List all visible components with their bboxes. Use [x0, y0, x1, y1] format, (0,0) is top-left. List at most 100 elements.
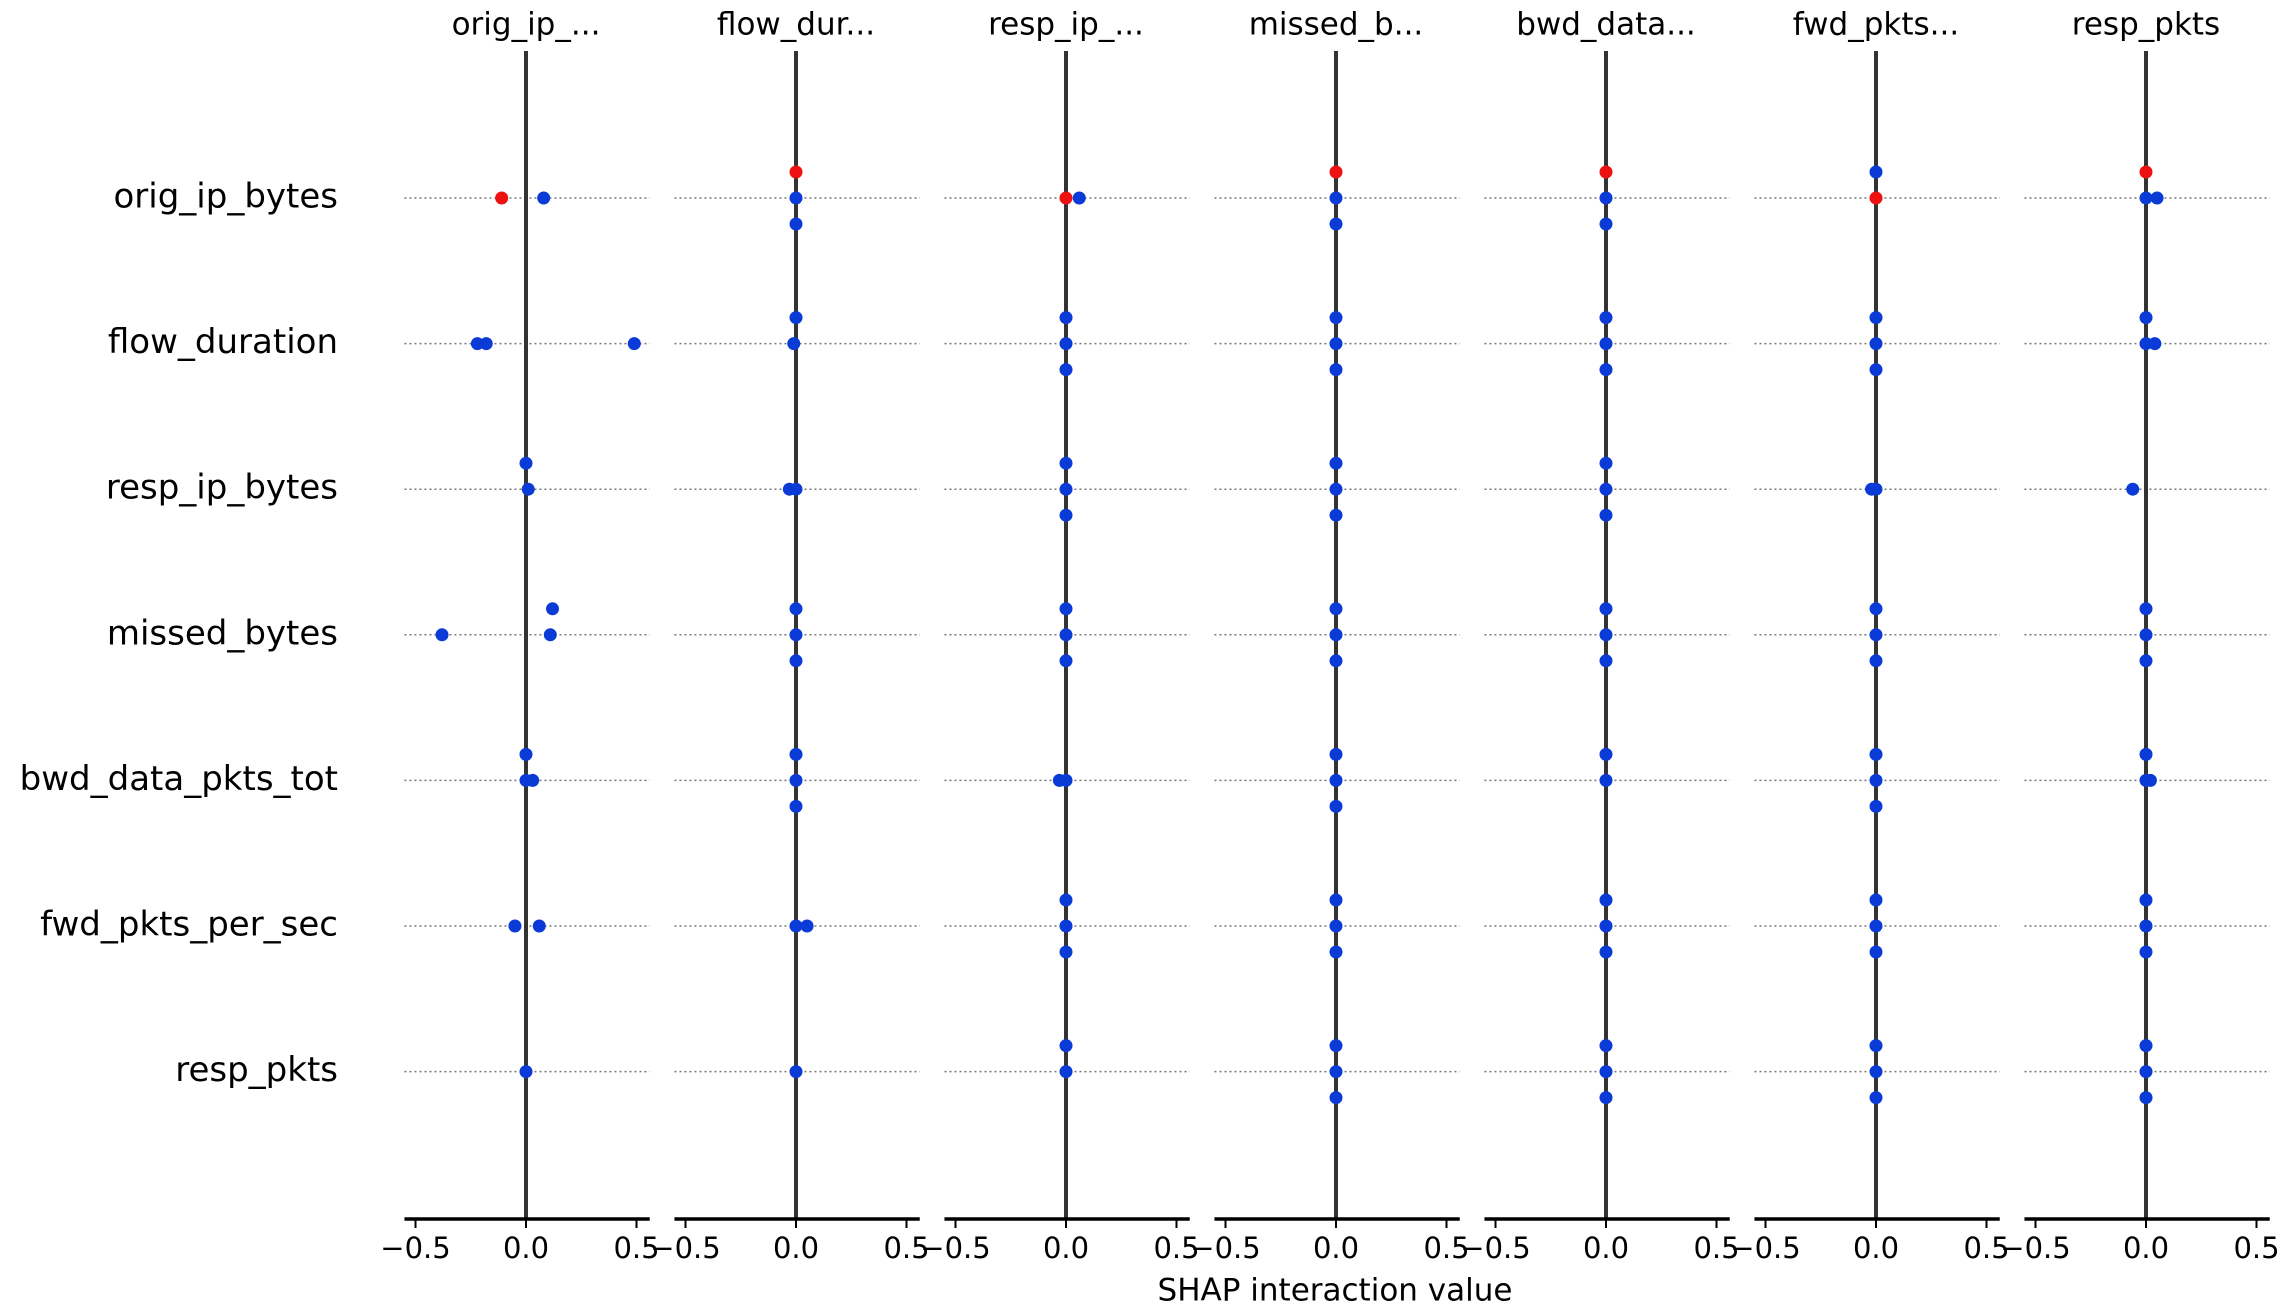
point — [1599, 945, 1613, 959]
x-tick-label: −0.5 — [1730, 1231, 1800, 1265]
point — [1072, 191, 1086, 205]
x-tick-label: −0.5 — [2000, 1231, 2070, 1265]
x-tick-label: −0.5 — [650, 1231, 720, 1265]
panel-title: resp_pkts — [2072, 7, 2220, 43]
x-tick-label: 0.5 — [1153, 1231, 1199, 1265]
point — [789, 191, 803, 205]
x-tick-label: 0.5 — [883, 1231, 929, 1265]
point — [1869, 337, 1883, 351]
point — [1869, 893, 1883, 907]
point — [519, 1065, 533, 1079]
point — [1599, 311, 1613, 325]
point — [1599, 456, 1613, 470]
point — [1599, 191, 1613, 205]
point — [627, 337, 641, 351]
point — [1329, 654, 1343, 668]
point — [1059, 1039, 1073, 1053]
point — [1059, 482, 1073, 496]
point — [1329, 217, 1343, 231]
point — [1599, 165, 1613, 179]
point — [519, 747, 533, 761]
point — [1059, 602, 1073, 616]
point — [1599, 363, 1613, 377]
x-tick-label: 0.5 — [2233, 1231, 2279, 1265]
point — [1869, 1091, 1883, 1105]
point — [1329, 337, 1343, 351]
point — [1059, 191, 1073, 205]
point — [1869, 1065, 1883, 1079]
point — [789, 773, 803, 787]
y-tick-label: flow_duration — [108, 322, 338, 362]
point — [2139, 1065, 2153, 1079]
x-tick-label: −0.5 — [380, 1231, 450, 1265]
point — [1599, 747, 1613, 761]
y-tick-label: orig_ip_bytes — [113, 177, 338, 217]
point — [1869, 747, 1883, 761]
x-tick-label: 0.0 — [773, 1231, 819, 1265]
point — [789, 654, 803, 668]
x-axis-label: SHAP interaction value — [1158, 1273, 1513, 1309]
point — [1329, 1065, 1343, 1079]
panel-title: bwd_data... — [1516, 7, 1696, 43]
point — [1329, 482, 1343, 496]
point — [2139, 191, 2153, 205]
point — [543, 628, 557, 642]
point — [1329, 456, 1343, 470]
point — [1329, 747, 1343, 761]
point — [1059, 508, 1073, 522]
panel-title: missed_b... — [1249, 7, 1424, 43]
point — [1059, 654, 1073, 668]
point — [789, 628, 803, 642]
point — [1869, 799, 1883, 813]
y-tick-label: resp_ip_bytes — [106, 468, 338, 508]
point — [2139, 602, 2153, 616]
y-tick-label: fwd_pkts_per_sec — [40, 905, 338, 945]
point — [1869, 165, 1883, 179]
point — [1869, 654, 1883, 668]
panel-title: resp_ip_... — [988, 7, 1144, 43]
point — [1059, 628, 1073, 642]
point — [1869, 628, 1883, 642]
point — [789, 217, 803, 231]
point — [1059, 1065, 1073, 1079]
panel-title: orig_ip_... — [452, 7, 601, 43]
point — [1599, 337, 1613, 351]
point — [1329, 945, 1343, 959]
point — [2139, 628, 2153, 642]
point — [1869, 191, 1883, 205]
point — [1599, 628, 1613, 642]
x-tick-label: 0.5 — [1693, 1231, 1739, 1265]
point — [789, 311, 803, 325]
point — [789, 165, 803, 179]
y-tick-label: resp_pkts — [175, 1050, 338, 1090]
point — [1329, 628, 1343, 642]
x-tick-label: −0.5 — [1190, 1231, 1260, 1265]
point — [546, 602, 560, 616]
point — [2139, 945, 2153, 959]
point — [789, 1065, 803, 1079]
x-tick-label: 0.0 — [1583, 1231, 1629, 1265]
point — [1059, 363, 1073, 377]
point — [519, 456, 533, 470]
point — [1599, 773, 1613, 787]
point — [1869, 1039, 1883, 1053]
point — [532, 919, 546, 933]
point — [1059, 311, 1073, 325]
point — [1329, 773, 1343, 787]
point — [2139, 1039, 2153, 1053]
point — [1599, 893, 1613, 907]
point — [1599, 482, 1613, 496]
point — [1869, 773, 1883, 787]
point — [787, 337, 801, 351]
point — [508, 919, 522, 933]
point — [1329, 919, 1343, 933]
point — [1329, 363, 1343, 377]
point — [800, 919, 814, 933]
point — [2139, 654, 2153, 668]
point — [537, 191, 551, 205]
point — [1059, 337, 1073, 351]
point — [1869, 311, 1883, 325]
point — [1869, 602, 1883, 616]
point — [1329, 311, 1343, 325]
y-tick-label: bwd_data_pkts_tot — [20, 759, 338, 799]
